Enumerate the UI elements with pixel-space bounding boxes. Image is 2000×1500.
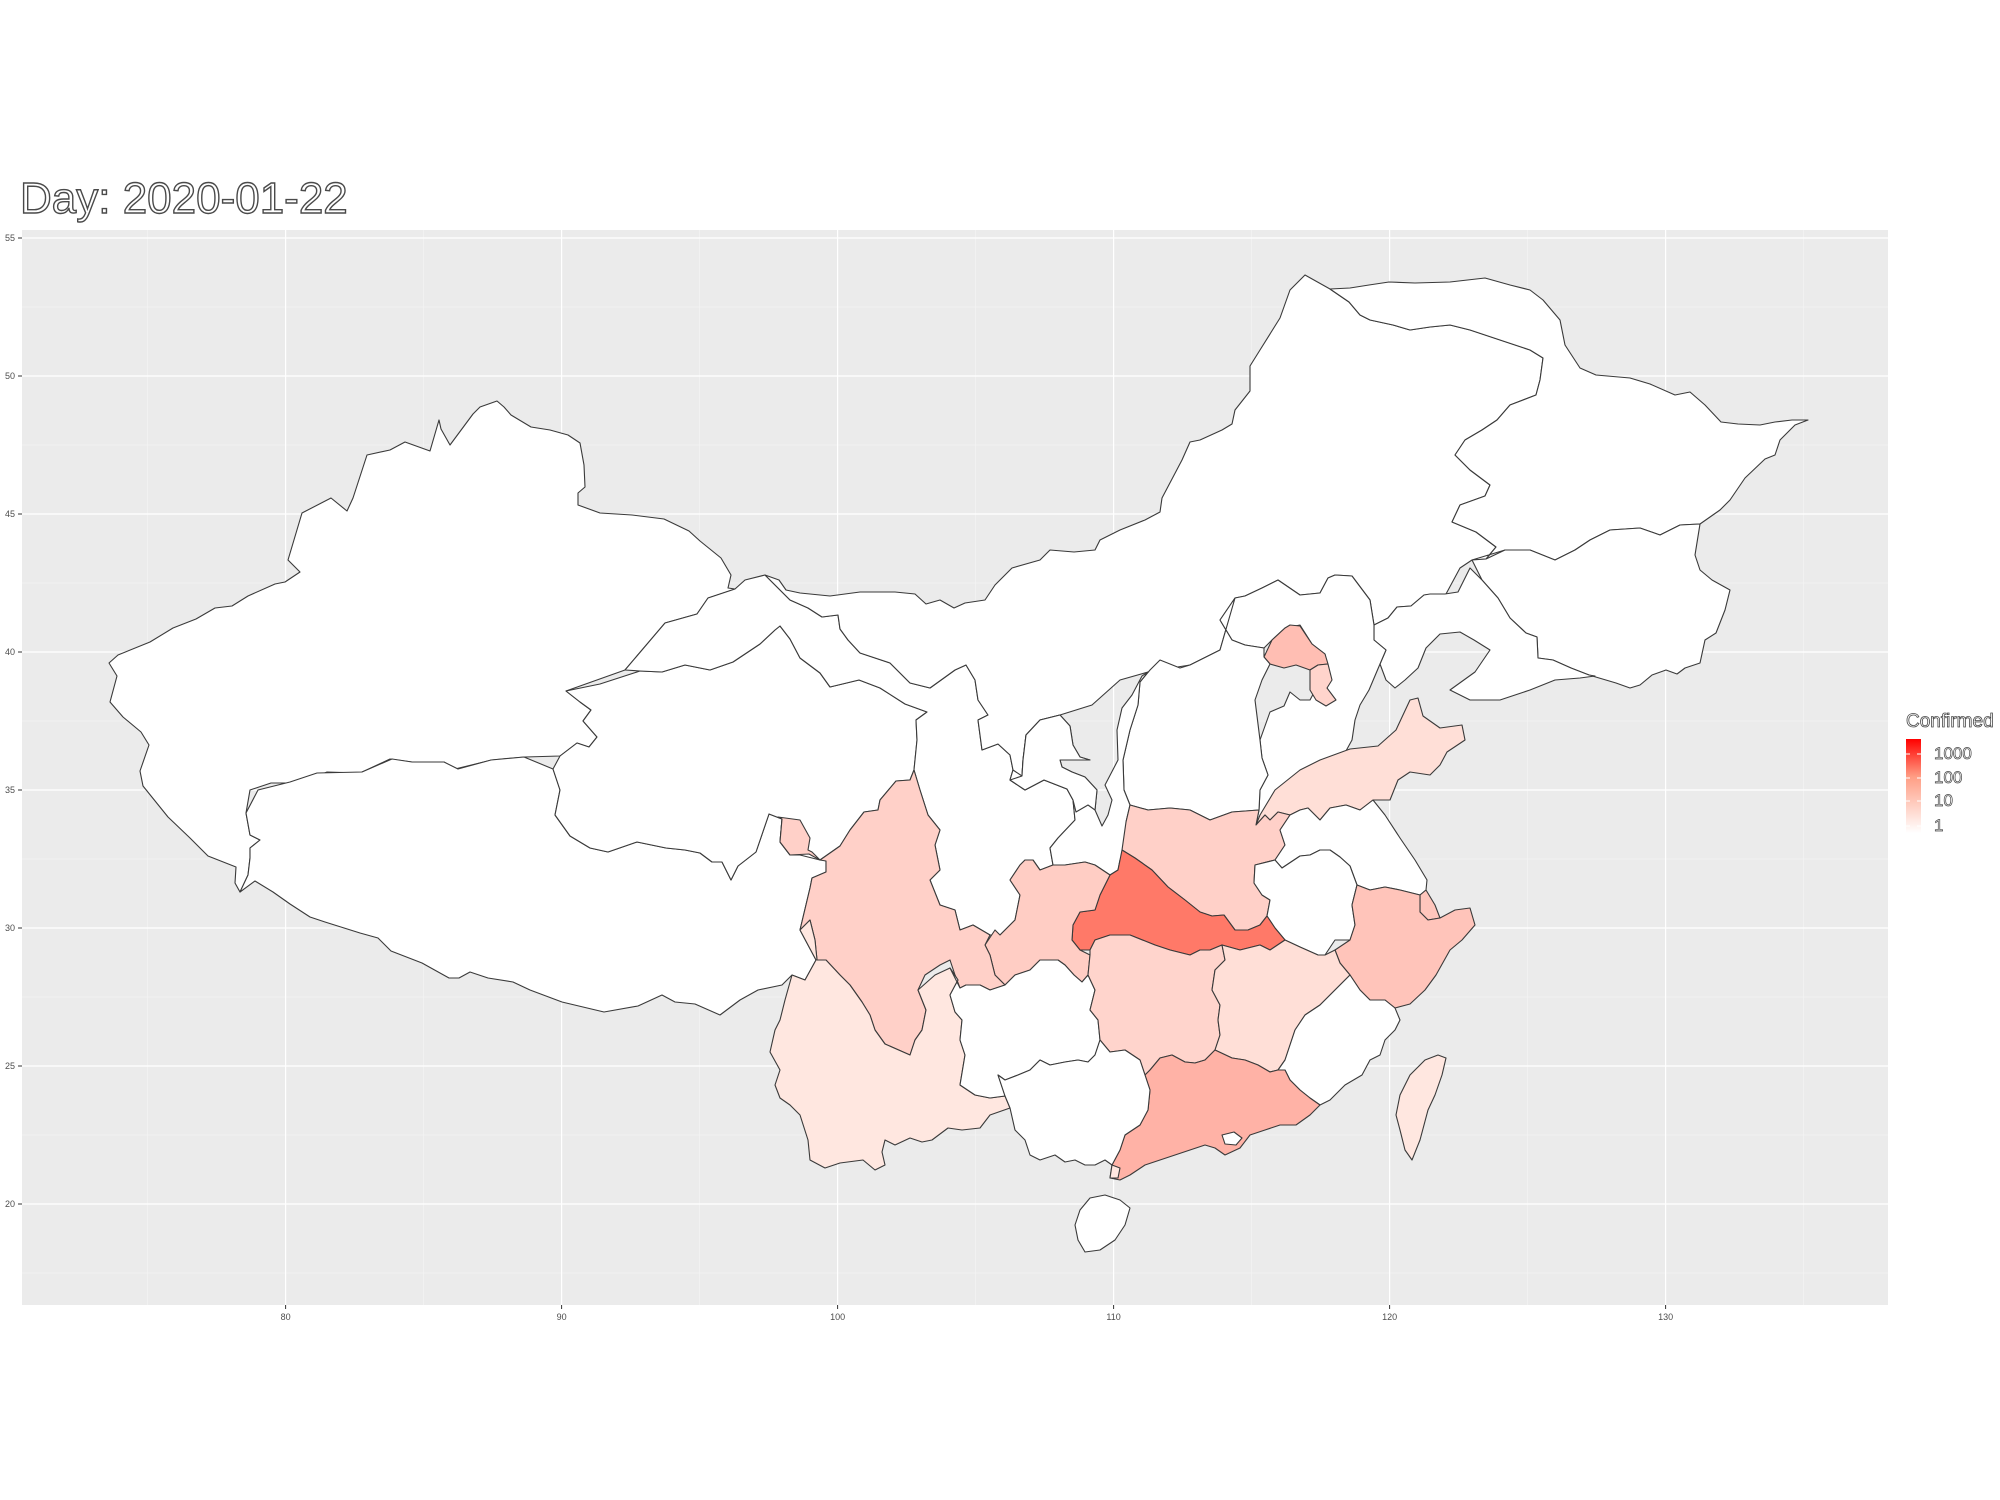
legend-label-100: 100 [1934, 768, 1962, 787]
province-tianjin [1309, 663, 1337, 707]
x-tick-label-90: 90 [557, 1312, 567, 1322]
province-taiwan [1395, 1054, 1447, 1161]
provinces-layer [108, 274, 1809, 1253]
province-guangxi [997, 1039, 1151, 1166]
y-tick-label-45: 45 [5, 509, 15, 519]
y-axis: 20 25 30 35 40 45 50 55 [5, 233, 22, 1209]
province-liaoning [1373, 567, 1596, 701]
y-tick-label-55: 55 [5, 233, 15, 243]
y-tick-label-25: 25 [5, 1061, 15, 1071]
province-ningxia [1009, 714, 1098, 813]
x-tick-label-130: 130 [1658, 1312, 1673, 1322]
legend-colorbar [1906, 739, 1921, 833]
x-axis: 80 90 100 110 120 130 [281, 1305, 1673, 1322]
x-tick-label-80: 80 [281, 1312, 291, 1322]
legend-label-1: 1 [1934, 816, 1943, 835]
map-title: Day: 2020-01-22 [19, 173, 348, 223]
y-tick-label-20: 20 [5, 1199, 15, 1209]
y-tick-label-50: 50 [5, 371, 15, 381]
legend-title: Confirmed [1906, 711, 1994, 732]
x-tick-label-100: 100 [830, 1312, 845, 1322]
legend-label-1000: 1000 [1934, 744, 1972, 763]
province-hong-kong [1221, 1131, 1243, 1146]
legend-label-10: 10 [1934, 791, 1953, 810]
province-beijing [1263, 624, 1329, 671]
province-hainan [1074, 1194, 1131, 1253]
province-yunnan [769, 919, 1011, 1171]
legend: Confirmed 1000 100 10 1 [1906, 711, 1994, 836]
y-tick-label-30: 30 [5, 923, 15, 933]
y-tick-label-40: 40 [5, 647, 15, 657]
y-tick-label-35: 35 [5, 785, 15, 795]
x-tick-label-110: 110 [1106, 1312, 1120, 1322]
province-macau [1109, 1164, 1121, 1179]
x-tick-label-120: 120 [1382, 1312, 1397, 1322]
